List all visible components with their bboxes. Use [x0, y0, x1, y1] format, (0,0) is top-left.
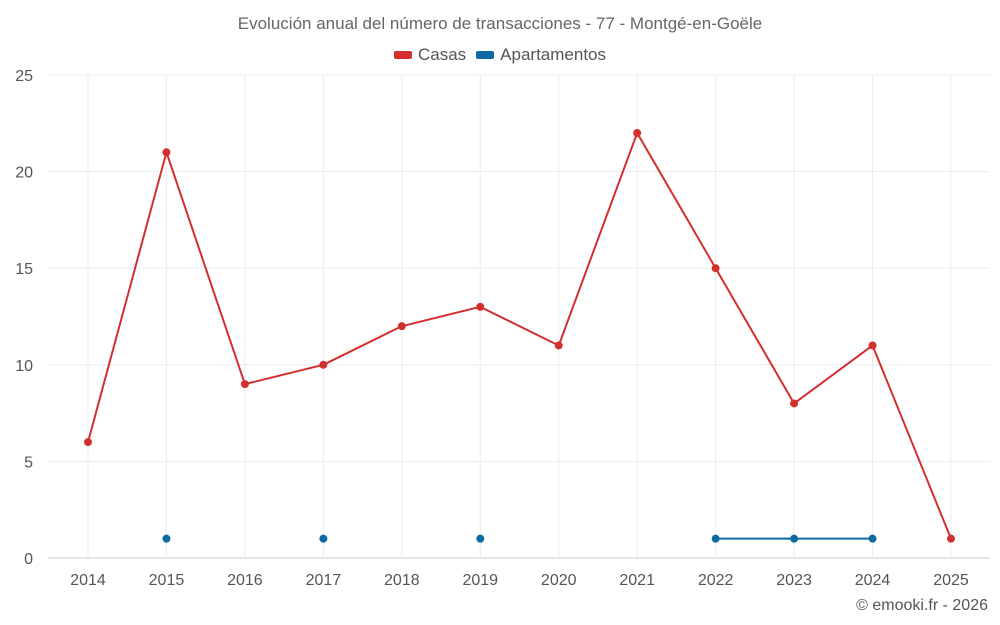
- x-tick-label-2017: 2017: [306, 572, 342, 589]
- x-tick-label-2015: 2015: [149, 572, 185, 589]
- x-tick-label-2022: 2022: [698, 572, 734, 589]
- data-point-casas-2022: [711, 264, 720, 273]
- data-point-casas-2020: [554, 341, 563, 350]
- series-line-casas-2014-2015: [87, 151, 168, 444]
- series-line-casas-2016-2017: [243, 363, 325, 386]
- data-point-apartamentos-2019: [476, 534, 485, 543]
- x-tick-label-2024: 2024: [855, 572, 891, 589]
- legend-swatch-casas: [393, 51, 412, 59]
- y-tick-label-20: 20: [15, 165, 33, 182]
- data-point-casas-2019: [476, 302, 485, 311]
- series-line-casas-2021-2022: [636, 131, 717, 270]
- x-tick-label-2020: 2020: [541, 572, 577, 589]
- data-point-casas-2015: [162, 148, 171, 157]
- x-tick-label-2014: 2014: [70, 572, 106, 589]
- data-point-apartamentos-2015: [162, 534, 171, 543]
- x-tick-label-2019: 2019: [462, 572, 498, 589]
- data-point-casas-2018: [397, 322, 406, 331]
- series-line-casas-2020-2021: [557, 131, 639, 347]
- copyright-text: © emooki.fr - 2026: [856, 597, 988, 614]
- x-tick-label-2025: 2025: [933, 572, 969, 589]
- data-point-apartamentos-2024: [868, 534, 877, 543]
- y-tick-label-10: 10: [15, 358, 33, 375]
- series-line-casas-2022-2023: [714, 267, 796, 405]
- series-line-casas-2018-2019: [400, 305, 482, 328]
- data-point-apartamentos-2017: [319, 534, 328, 543]
- data-point-apartamentos-2022: [711, 534, 720, 543]
- data-point-casas-2024: [868, 341, 877, 350]
- series-line-casas-2019-2020: [479, 305, 560, 347]
- series-line-casas-2024-2025: [871, 344, 952, 540]
- y-tick-label-25: 25: [15, 68, 33, 85]
- y-tick-label-0: 0: [24, 551, 33, 568]
- legend-swatch-apartamentos: [476, 51, 495, 59]
- series-line-casas-2015-2016: [165, 151, 246, 386]
- x-tick-label-2018: 2018: [384, 572, 420, 589]
- data-point-casas-2016: [240, 380, 249, 389]
- x-tick-label-2021: 2021: [619, 572, 655, 589]
- x-tick-label-2016: 2016: [227, 572, 263, 589]
- series-line-casas-2023-2024: [793, 344, 874, 405]
- series-line-casas-2017-2018: [322, 325, 403, 366]
- y-tick-label-15: 15: [15, 261, 33, 278]
- x-tick-label-2023: 2023: [776, 572, 812, 589]
- y-tick-label-5: 5: [24, 454, 33, 471]
- data-point-apartamentos-2023: [790, 534, 799, 543]
- legend-item-casas[interactable]: Casas: [393, 45, 467, 65]
- data-point-casas-2021: [633, 128, 642, 137]
- data-point-casas-2014: [84, 438, 92, 447]
- chart-legend: Casas Apartamentos: [0, 45, 1000, 65]
- chart-title: Evolución anual del número de transaccio…: [237, 14, 763, 33]
- legend-label-apartamentos: Apartamentos: [500, 45, 607, 64]
- data-point-casas-2025: [947, 534, 955, 543]
- data-point-casas-2023: [790, 399, 799, 408]
- legend-item-apartamentos[interactable]: Apartamentos: [476, 45, 606, 65]
- data-point-casas-2017: [319, 360, 328, 369]
- legend-label-casas: Casas: [417, 45, 467, 64]
